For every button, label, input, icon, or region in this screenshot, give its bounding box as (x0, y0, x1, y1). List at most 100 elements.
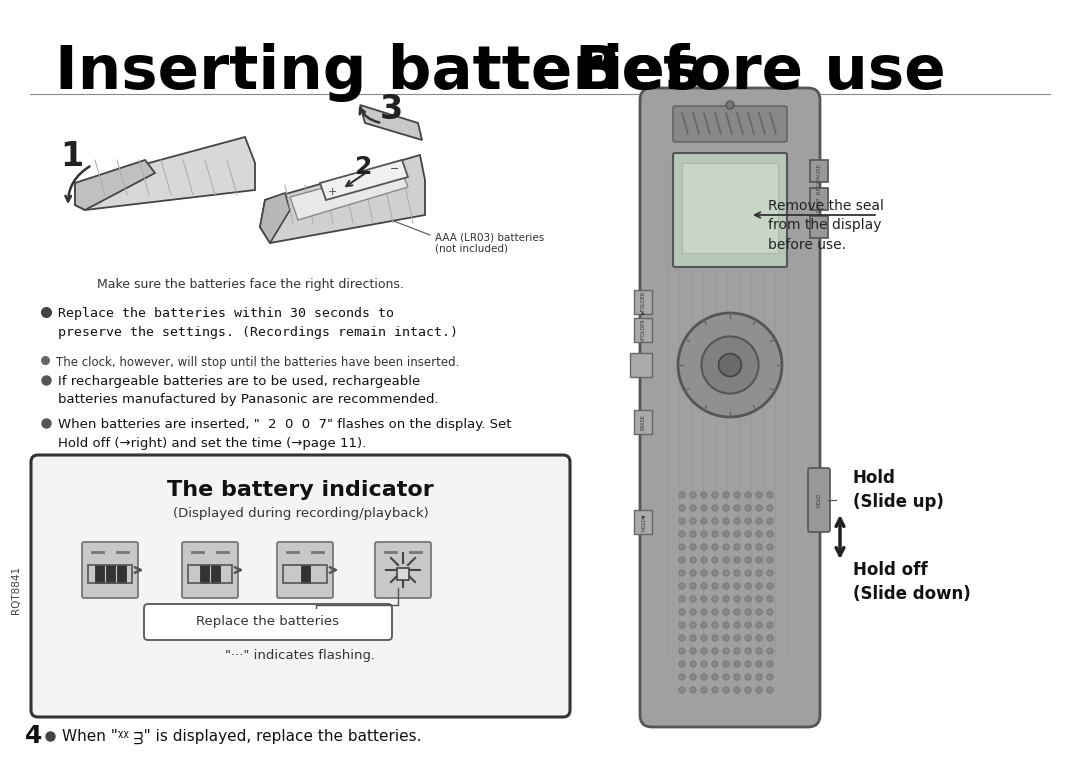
Circle shape (723, 505, 729, 511)
Circle shape (712, 674, 718, 680)
Bar (634, 510, 652, 534)
Circle shape (690, 531, 697, 537)
Circle shape (712, 661, 718, 667)
Circle shape (701, 648, 707, 654)
Text: Hold off
(Slide down): Hold off (Slide down) (853, 561, 971, 603)
Circle shape (712, 635, 718, 641)
Text: If rechargeable batteries are to be used, rechargeable
batteries manufactured by: If rechargeable batteries are to be used… (58, 375, 438, 407)
Circle shape (690, 492, 697, 498)
Circle shape (767, 622, 773, 628)
Circle shape (679, 635, 685, 641)
Bar (634, 290, 652, 314)
FancyBboxPatch shape (808, 468, 831, 532)
Circle shape (745, 674, 752, 680)
Polygon shape (260, 155, 426, 243)
Text: When "ᵡᵡ ᴟ" is displayed, replace the batteries.: When "ᵡᵡ ᴟ" is displayed, replace the ba… (62, 728, 421, 744)
Circle shape (690, 544, 697, 550)
FancyBboxPatch shape (375, 542, 431, 598)
Circle shape (690, 583, 697, 589)
Circle shape (679, 518, 685, 524)
Circle shape (733, 557, 740, 563)
Text: When batteries are inserted, " 2 0 0 7" flashes on the display. Set
Hold off (→r: When batteries are inserted, " 2 0 0 7" … (58, 418, 512, 450)
Circle shape (767, 596, 773, 602)
Text: 3: 3 (380, 93, 403, 126)
Circle shape (756, 557, 762, 563)
Circle shape (745, 661, 752, 667)
Circle shape (767, 570, 773, 576)
Circle shape (701, 544, 707, 550)
Circle shape (718, 354, 742, 376)
Bar (634, 318, 652, 342)
Circle shape (678, 313, 782, 417)
Text: +FOLDER: +FOLDER (640, 318, 646, 342)
Circle shape (745, 518, 752, 524)
Circle shape (723, 596, 729, 602)
FancyBboxPatch shape (144, 604, 392, 640)
Circle shape (723, 570, 729, 576)
Bar (810, 216, 828, 238)
Circle shape (701, 596, 707, 602)
Circle shape (767, 505, 773, 511)
Bar (810, 160, 828, 182)
Circle shape (745, 544, 752, 550)
Polygon shape (320, 160, 408, 200)
Circle shape (679, 687, 685, 693)
Bar (681, 163, 778, 253)
Circle shape (690, 648, 697, 654)
Circle shape (733, 518, 740, 524)
Circle shape (767, 544, 773, 550)
Circle shape (690, 518, 697, 524)
Circle shape (701, 687, 707, 693)
Circle shape (745, 492, 752, 498)
Circle shape (767, 661, 773, 667)
Circle shape (733, 596, 740, 602)
Circle shape (701, 583, 707, 589)
Circle shape (756, 622, 762, 628)
FancyBboxPatch shape (640, 88, 820, 727)
Circle shape (723, 518, 729, 524)
Circle shape (767, 674, 773, 680)
Polygon shape (75, 160, 156, 210)
Circle shape (679, 648, 685, 654)
Circle shape (712, 609, 718, 615)
FancyBboxPatch shape (31, 455, 570, 717)
Bar (117, 565, 125, 583)
Text: AAA (LR03) batteries
(not included): AAA (LR03) batteries (not included) (435, 232, 544, 254)
Bar (87, 565, 132, 583)
Text: Before use: Before use (575, 42, 946, 102)
Circle shape (701, 518, 707, 524)
Circle shape (745, 583, 752, 589)
Circle shape (767, 518, 773, 524)
Text: Replace the batteries: Replace the batteries (197, 616, 339, 628)
Circle shape (756, 544, 762, 550)
Circle shape (733, 583, 740, 589)
Circle shape (679, 661, 685, 667)
Circle shape (679, 622, 685, 628)
Circle shape (723, 544, 729, 550)
Circle shape (723, 648, 729, 654)
Circle shape (723, 661, 729, 667)
Circle shape (745, 596, 752, 602)
Circle shape (745, 648, 752, 654)
Circle shape (690, 596, 697, 602)
Bar (634, 410, 652, 434)
Circle shape (712, 544, 718, 550)
Circle shape (690, 635, 697, 641)
Text: Make sure the batteries face the right directions.: Make sure the batteries face the right d… (96, 278, 404, 291)
FancyBboxPatch shape (673, 106, 787, 142)
Circle shape (767, 492, 773, 498)
Circle shape (756, 583, 762, 589)
FancyBboxPatch shape (276, 542, 333, 598)
Circle shape (723, 687, 729, 693)
Text: STOP  REC/PAUSE: STOP REC/PAUSE (816, 164, 822, 212)
Bar (630, 353, 652, 377)
Circle shape (701, 674, 707, 680)
Polygon shape (75, 137, 255, 210)
Bar (95, 565, 104, 583)
Circle shape (745, 635, 752, 641)
Text: +: + (327, 187, 337, 197)
Circle shape (756, 609, 762, 615)
Circle shape (712, 531, 718, 537)
Circle shape (690, 687, 697, 693)
Text: (Displayed during recording/playback): (Displayed during recording/playback) (173, 508, 429, 521)
